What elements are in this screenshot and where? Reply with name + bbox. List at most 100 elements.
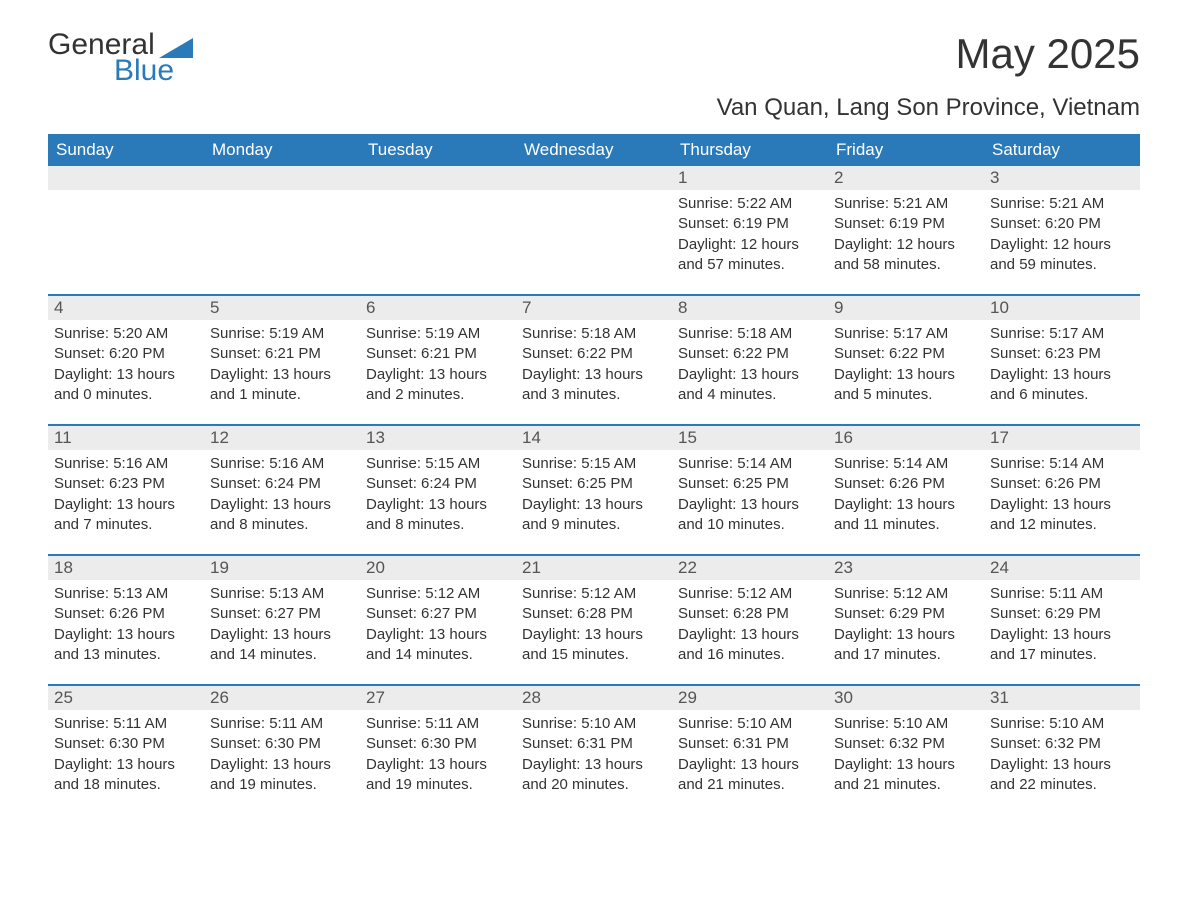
sunset-text: Sunset: 6:19 PM — [678, 214, 822, 234]
daylight-text: Daylight: 13 hours and 17 minutes. — [834, 625, 978, 666]
sunrise-text: Sunrise: 5:11 AM — [990, 584, 1134, 604]
weeks-container: 1Sunrise: 5:22 AMSunset: 6:19 PMDaylight… — [48, 166, 1140, 814]
daylight-text: Daylight: 13 hours and 14 minutes. — [366, 625, 510, 666]
day-cell: 16Sunrise: 5:14 AMSunset: 6:26 PMDayligh… — [828, 426, 984, 554]
sunrise-text: Sunrise: 5:20 AM — [54, 324, 198, 344]
day-number — [48, 166, 204, 190]
day-number: 30 — [828, 686, 984, 710]
day-cell: 22Sunrise: 5:12 AMSunset: 6:28 PMDayligh… — [672, 556, 828, 684]
sunrise-text: Sunrise: 5:10 AM — [990, 714, 1134, 734]
sunset-text: Sunset: 6:29 PM — [990, 604, 1134, 624]
sunrise-text: Sunrise: 5:22 AM — [678, 194, 822, 214]
day-content: Sunrise: 5:15 AMSunset: 6:24 PMDaylight:… — [360, 450, 516, 545]
sunrise-text: Sunrise: 5:11 AM — [54, 714, 198, 734]
day-number: 9 — [828, 296, 984, 320]
sunrise-text: Sunrise: 5:11 AM — [210, 714, 354, 734]
day-number: 22 — [672, 556, 828, 580]
day-content: Sunrise: 5:10 AMSunset: 6:32 PMDaylight:… — [828, 710, 984, 805]
sunrise-text: Sunrise: 5:14 AM — [990, 454, 1134, 474]
sunrise-text: Sunrise: 5:10 AM — [678, 714, 822, 734]
sunset-text: Sunset: 6:27 PM — [366, 604, 510, 624]
daylight-text: Daylight: 13 hours and 19 minutes. — [366, 755, 510, 796]
sunrise-text: Sunrise: 5:14 AM — [678, 454, 822, 474]
day-content: Sunrise: 5:12 AMSunset: 6:28 PMDaylight:… — [516, 580, 672, 675]
day-number: 17 — [984, 426, 1140, 450]
day-number: 1 — [672, 166, 828, 190]
day-number: 13 — [360, 426, 516, 450]
sunset-text: Sunset: 6:24 PM — [210, 474, 354, 494]
day-number: 4 — [48, 296, 204, 320]
sunset-text: Sunset: 6:25 PM — [678, 474, 822, 494]
day-content: Sunrise: 5:20 AMSunset: 6:20 PMDaylight:… — [48, 320, 204, 415]
daylight-text: Daylight: 13 hours and 19 minutes. — [210, 755, 354, 796]
day-content: Sunrise: 5:17 AMSunset: 6:22 PMDaylight:… — [828, 320, 984, 415]
daylight-text: Daylight: 13 hours and 18 minutes. — [54, 755, 198, 796]
day-number: 3 — [984, 166, 1140, 190]
week-row: 25Sunrise: 5:11 AMSunset: 6:30 PMDayligh… — [48, 684, 1140, 814]
sunset-text: Sunset: 6:22 PM — [834, 344, 978, 364]
day-cell: 6Sunrise: 5:19 AMSunset: 6:21 PMDaylight… — [360, 296, 516, 424]
day-cell: 15Sunrise: 5:14 AMSunset: 6:25 PMDayligh… — [672, 426, 828, 554]
daylight-text: Daylight: 13 hours and 21 minutes. — [834, 755, 978, 796]
location-subtitle: Van Quan, Lang Son Province, Vietnam — [48, 94, 1140, 122]
day-cell: 28Sunrise: 5:10 AMSunset: 6:31 PMDayligh… — [516, 686, 672, 814]
daylight-text: Daylight: 13 hours and 0 minutes. — [54, 365, 198, 406]
day-content: Sunrise: 5:13 AMSunset: 6:27 PMDaylight:… — [204, 580, 360, 675]
day-number — [516, 166, 672, 190]
day-number: 8 — [672, 296, 828, 320]
sunset-text: Sunset: 6:21 PM — [210, 344, 354, 364]
day-cell: 7Sunrise: 5:18 AMSunset: 6:22 PMDaylight… — [516, 296, 672, 424]
day-number: 26 — [204, 686, 360, 710]
day-content: Sunrise: 5:10 AMSunset: 6:31 PMDaylight:… — [672, 710, 828, 805]
day-content: Sunrise: 5:14 AMSunset: 6:26 PMDaylight:… — [984, 450, 1140, 545]
day-number: 19 — [204, 556, 360, 580]
calendar: SundayMondayTuesdayWednesdayThursdayFrid… — [48, 134, 1140, 814]
sunset-text: Sunset: 6:28 PM — [522, 604, 666, 624]
day-cell: 19Sunrise: 5:13 AMSunset: 6:27 PMDayligh… — [204, 556, 360, 684]
sunset-text: Sunset: 6:31 PM — [522, 734, 666, 754]
page-title: May 2025 — [956, 30, 1140, 78]
daylight-text: Daylight: 13 hours and 4 minutes. — [678, 365, 822, 406]
daylight-text: Daylight: 13 hours and 8 minutes. — [210, 495, 354, 536]
day-content: Sunrise: 5:11 AMSunset: 6:30 PMDaylight:… — [204, 710, 360, 805]
day-number: 31 — [984, 686, 1140, 710]
day-number: 12 — [204, 426, 360, 450]
day-content: Sunrise: 5:19 AMSunset: 6:21 PMDaylight:… — [360, 320, 516, 415]
daylight-text: Daylight: 13 hours and 1 minute. — [210, 365, 354, 406]
day-number: 11 — [48, 426, 204, 450]
day-number: 15 — [672, 426, 828, 450]
day-number: 18 — [48, 556, 204, 580]
day-cell: 10Sunrise: 5:17 AMSunset: 6:23 PMDayligh… — [984, 296, 1140, 424]
daylight-text: Daylight: 12 hours and 58 minutes. — [834, 235, 978, 276]
sunset-text: Sunset: 6:19 PM — [834, 214, 978, 234]
sunset-text: Sunset: 6:24 PM — [366, 474, 510, 494]
day-content: Sunrise: 5:14 AMSunset: 6:26 PMDaylight:… — [828, 450, 984, 545]
logo-text-block: General Blue — [48, 30, 193, 86]
sunrise-text: Sunrise: 5:16 AM — [210, 454, 354, 474]
day-cell: 25Sunrise: 5:11 AMSunset: 6:30 PMDayligh… — [48, 686, 204, 814]
daylight-text: Daylight: 13 hours and 11 minutes. — [834, 495, 978, 536]
daylight-text: Daylight: 12 hours and 59 minutes. — [990, 235, 1134, 276]
day-cell: 11Sunrise: 5:16 AMSunset: 6:23 PMDayligh… — [48, 426, 204, 554]
sunrise-text: Sunrise: 5:11 AM — [366, 714, 510, 734]
day-content: Sunrise: 5:15 AMSunset: 6:25 PMDaylight:… — [516, 450, 672, 545]
day-cell: 27Sunrise: 5:11 AMSunset: 6:30 PMDayligh… — [360, 686, 516, 814]
sunset-text: Sunset: 6:31 PM — [678, 734, 822, 754]
day-number: 21 — [516, 556, 672, 580]
sunrise-text: Sunrise: 5:12 AM — [522, 584, 666, 604]
day-cell-empty — [204, 166, 360, 294]
day-cell: 9Sunrise: 5:17 AMSunset: 6:22 PMDaylight… — [828, 296, 984, 424]
day-cell: 26Sunrise: 5:11 AMSunset: 6:30 PMDayligh… — [204, 686, 360, 814]
day-content: Sunrise: 5:11 AMSunset: 6:30 PMDaylight:… — [48, 710, 204, 805]
sunset-text: Sunset: 6:32 PM — [834, 734, 978, 754]
daylight-text: Daylight: 13 hours and 12 minutes. — [990, 495, 1134, 536]
daylight-text: Daylight: 13 hours and 15 minutes. — [522, 625, 666, 666]
day-number: 23 — [828, 556, 984, 580]
sunset-text: Sunset: 6:23 PM — [54, 474, 198, 494]
daylight-text: Daylight: 13 hours and 21 minutes. — [678, 755, 822, 796]
sunrise-text: Sunrise: 5:12 AM — [834, 584, 978, 604]
sunset-text: Sunset: 6:26 PM — [54, 604, 198, 624]
day-number — [360, 166, 516, 190]
day-cell: 24Sunrise: 5:11 AMSunset: 6:29 PMDayligh… — [984, 556, 1140, 684]
day-cell: 3Sunrise: 5:21 AMSunset: 6:20 PMDaylight… — [984, 166, 1140, 294]
